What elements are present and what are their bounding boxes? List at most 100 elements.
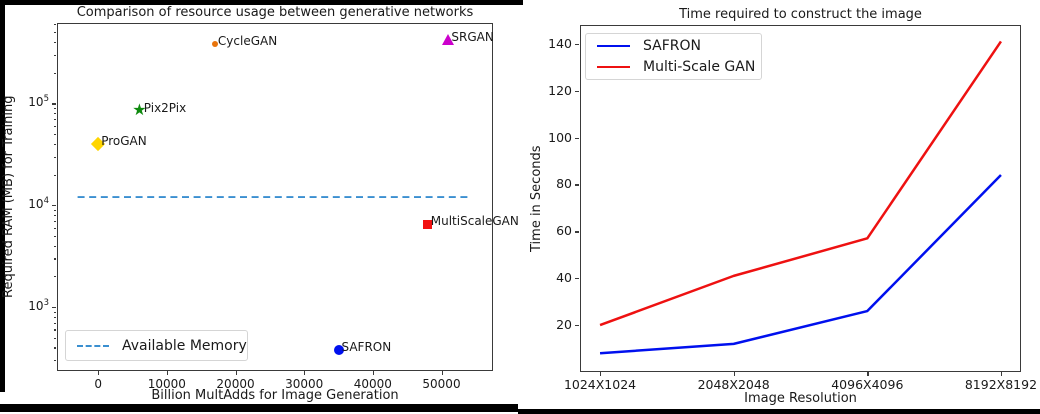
y-minor-tick-mark [53, 134, 56, 136]
y-tick-mark [575, 137, 579, 139]
x-tick-mark [372, 371, 375, 375]
y-tick-label: 105 [28, 94, 49, 110]
y-tick-label: 104 [28, 196, 49, 212]
line-swatch-safron [597, 45, 630, 48]
y-tick-mark [575, 90, 579, 92]
x-tick-mark [235, 371, 237, 375]
point-label-progan: ProGAN [101, 133, 147, 148]
scatter-point-safron [333, 344, 344, 355]
y-minor-tick-mark [53, 316, 56, 318]
y-minor-tick-mark [53, 156, 56, 158]
y-tick-label: 20 [556, 317, 572, 333]
scatter-point-cyclegan [211, 41, 218, 48]
y-minor-tick-mark [53, 209, 56, 211]
y-minor-tick-mark [53, 174, 56, 176]
y-minor-tick-mark [53, 227, 56, 229]
legend-item-safron: SAFRON [597, 38, 761, 54]
point-label-pix2pix: Pix2Pix [143, 100, 187, 115]
chart-title: Time required to construct the image [679, 7, 922, 22]
y-minor-tick-mark [53, 360, 56, 362]
x-tick-mark [166, 371, 169, 375]
x-tick-label: 10000 [147, 377, 186, 391]
x-tick-mark [600, 372, 602, 376]
legend-label: Multi-Scale GAN [643, 58, 756, 75]
y-minor-tick-mark [53, 276, 56, 278]
y-minor-tick-mark [53, 235, 56, 237]
x-tick-label: 40000 [353, 377, 392, 391]
y-tick-label: 120 [548, 82, 572, 98]
y-minor-tick-mark [53, 42, 56, 44]
legend: Available Memory [65, 330, 248, 361]
y-minor-tick-mark [53, 220, 56, 223]
x-tick-label: 50000 [422, 377, 461, 391]
x-axis-label: Billion MultAdds for Image Generation [151, 388, 399, 403]
x-tick-label: 8192X8192 [964, 377, 1038, 392]
y-minor-tick-mark [53, 215, 56, 217]
chart-title: Comparison of resource usage between gen… [76, 5, 474, 20]
y-minor-tick-mark [53, 245, 56, 247]
y-tick-mark [52, 103, 56, 105]
construction-time-figure: Time required to construct the image Tim… [523, 0, 1040, 414]
y-minor-tick-mark [53, 143, 56, 146]
legend-label: Available Memory [122, 337, 247, 354]
resource-usage-figure: Comparison of resource usage between gen… [1, 5, 519, 403]
x-tick-mark [867, 372, 869, 376]
x-tick-label: 20000 [216, 377, 255, 391]
y-tick-label: 103 [28, 297, 49, 313]
crop-bar-top [0, 0, 523, 5]
y-minor-tick-mark [53, 24, 56, 26]
y-minor-tick-mark [53, 329, 56, 331]
y-minor-tick-mark [53, 113, 56, 115]
point-label-cyclegan: CycleGAN [217, 34, 278, 49]
y-minor-tick-mark [53, 337, 56, 339]
legend-label: SAFRON [643, 38, 701, 55]
crop-bar-bottom-right [518, 409, 1040, 414]
crop-bar-left [0, 0, 5, 392]
legend-item-multi-scale-gan: Multi-Scale GAN [597, 59, 761, 75]
x-tick-mark [304, 371, 306, 375]
y-minor-tick-mark [53, 258, 56, 260]
x-tick-label: 2048X2048 [697, 377, 770, 392]
plot-area [57, 23, 493, 371]
point-label-multiscalegan: MultiScaleGAN [430, 214, 519, 229]
y-minor-tick-mark [53, 125, 56, 128]
point-label-safron: SAFRON [341, 339, 392, 354]
dashed-line-swatch [77, 344, 109, 347]
y-tick-mark [575, 231, 579, 233]
x-tick-label: 4096X4096 [831, 377, 904, 392]
scatter-point-srgan [441, 34, 454, 46]
line-swatch-multi-scale-gan [597, 65, 630, 68]
y-minor-tick-mark [53, 322, 56, 324]
crop-bar-bottom-left [0, 404, 518, 412]
x-tick-label: 0 [94, 377, 102, 391]
point-label-srgan: SRGAN [451, 29, 494, 44]
x-tick-mark [98, 371, 100, 375]
y-minor-tick-mark [53, 347, 56, 349]
y-minor-tick-mark [53, 311, 56, 313]
y-tick-mark [575, 43, 579, 45]
y-tick-label: 60 [556, 223, 572, 239]
scatter-point-multiscalegan [423, 219, 433, 229]
y-tick-label: 40 [556, 270, 572, 286]
y-minor-tick-mark [53, 32, 56, 34]
x-tick-label: 30000 [285, 377, 324, 391]
x-tick-mark [441, 371, 443, 375]
y-tick-label: 80 [556, 176, 572, 192]
y-tick-mark [575, 278, 579, 280]
y-minor-tick-mark [53, 108, 56, 110]
scatter-point-pix2pix: ★ [132, 99, 147, 119]
x-tick-mark [733, 372, 735, 376]
y-tick-label: 100 [548, 129, 572, 145]
y-minor-tick-mark [53, 119, 56, 121]
legend: SAFRON Multi-Scale GAN [585, 33, 762, 80]
y-tick-mark [575, 325, 579, 327]
y-tick-label: 140 [548, 35, 572, 51]
y-tick-mark [52, 306, 56, 309]
y-tick-mark [52, 205, 56, 207]
y-minor-tick-mark [53, 72, 56, 74]
x-tick-mark [1000, 372, 1003, 376]
x-tick-label: 1024X1024 [563, 377, 637, 392]
x-axis-label: Image Resolution [744, 391, 857, 406]
y-minor-tick-mark [53, 54, 56, 57]
